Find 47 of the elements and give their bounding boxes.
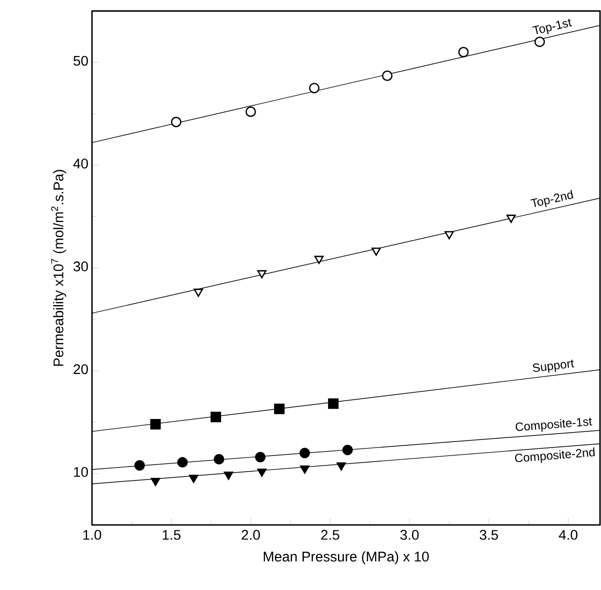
- point: [257, 468, 267, 477]
- point: [300, 465, 310, 474]
- point: [299, 448, 310, 458]
- point: [274, 404, 285, 414]
- x-tick-label: 3.5: [480, 530, 498, 540]
- y-axis-title: Permeability x10$^{7}$ (mol/m$^{2}$.s.Pa): [51, 170, 66, 366]
- point: [210, 412, 222, 422]
- text: Support: [532, 360, 574, 373]
- y-tick-label: 40: [73, 158, 88, 169]
- y-tick-label: 50: [74, 56, 88, 66]
- point: [328, 398, 339, 409]
- x-tick-label: 4.0: [558, 530, 578, 540]
- point: [150, 418, 161, 430]
- x-tick-label: 2.0: [242, 530, 260, 540]
- x-tick-label: 2.5: [321, 530, 340, 540]
- point: [342, 444, 353, 456]
- point: [534, 36, 545, 48]
- x-tick-label: 1.5: [162, 530, 180, 540]
- y-tick-label: 10: [74, 467, 88, 477]
- x-axis-title: Mean Pressure (MPa) x 10: [264, 551, 429, 564]
- series-label: Composite-1st: [516, 418, 592, 432]
- point: [257, 270, 267, 278]
- point: [382, 70, 393, 81]
- x-tick-label: 1.0: [83, 530, 102, 540]
- point: [506, 214, 516, 223]
- point: [458, 46, 469, 58]
- x-tick-label: 3.0: [400, 530, 419, 540]
- y-tick-label: 20: [74, 364, 88, 374]
- point: [372, 248, 381, 256]
- point: [309, 82, 320, 94]
- point: [134, 460, 145, 471]
- point: [177, 457, 188, 468]
- point: [188, 474, 198, 483]
- point: [224, 472, 234, 480]
- point: [314, 256, 324, 264]
- point: [255, 452, 266, 462]
- text: Top-1st: [532, 18, 572, 34]
- point: [444, 231, 454, 240]
- point: [194, 288, 204, 297]
- point: [214, 454, 224, 464]
- text: Top-2nd: [530, 190, 574, 208]
- series-label: Composite-2nd: [515, 447, 595, 463]
- point: [170, 116, 182, 128]
- point: [336, 462, 346, 471]
- y-tick-label: 30: [74, 261, 88, 272]
- point: [246, 106, 256, 117]
- point: [150, 478, 160, 486]
